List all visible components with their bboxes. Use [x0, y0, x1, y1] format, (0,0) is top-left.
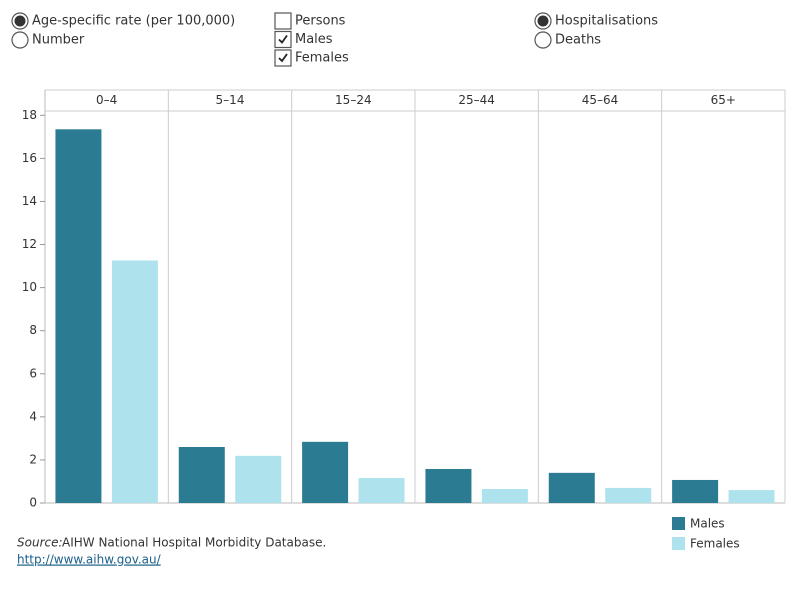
bar [548, 472, 595, 503]
y-tick-label: 6 [29, 366, 37, 380]
check-mark [278, 34, 288, 44]
bar [55, 129, 102, 504]
legend-label: Males [690, 517, 725, 531]
column-header: 0–4 [96, 93, 117, 107]
bar [728, 490, 775, 503]
radio-dot [537, 15, 549, 27]
checkbox[interactable] [274, 30, 292, 49]
checkbox[interactable] [274, 12, 292, 30]
column-header: 65+ [711, 93, 736, 107]
source-text: AIHW National Hospital Morbidity Databas… [62, 536, 326, 550]
source-label: Source: [17, 536, 63, 550]
radio-label[interactable]: Hospitalisations [555, 14, 658, 29]
y-tick-label: 0 [29, 496, 37, 510]
radio-label[interactable]: Number [32, 33, 85, 48]
bar [302, 441, 349, 503]
checkbox-label[interactable]: Males [295, 32, 333, 47]
check-mark [278, 53, 288, 63]
bar [358, 478, 405, 503]
y-tick-label: 10 [22, 280, 37, 294]
y-tick-label: 8 [29, 323, 37, 337]
bar [235, 455, 282, 503]
legend-label: Females [690, 537, 740, 551]
radio-button[interactable] [534, 31, 552, 49]
y-tick-label: 14 [22, 194, 37, 208]
bar [481, 489, 528, 503]
column-header: 15–24 [335, 93, 372, 107]
y-tick-label: 18 [22, 108, 37, 122]
radio-button[interactable] [11, 31, 29, 49]
bar [111, 260, 158, 503]
radio-dot [14, 15, 26, 27]
column-header: 5–14 [216, 93, 245, 107]
column-header: 45–64 [582, 93, 619, 107]
legend-swatch [672, 537, 685, 550]
y-tick-label: 16 [22, 151, 37, 165]
y-tick-label: 4 [29, 409, 37, 423]
bar [672, 479, 719, 503]
y-tick-label: 2 [29, 452, 37, 466]
checkbox[interactable] [274, 49, 292, 67]
source-link[interactable]: http://www.aihw.gov.au/ [17, 553, 162, 567]
checkbox-label[interactable]: Persons [295, 14, 346, 29]
radio-label[interactable]: Age-specific rate (per 100,000) [32, 14, 235, 29]
column-header: 25–44 [458, 93, 495, 107]
bar [178, 447, 225, 503]
legend-swatch [672, 517, 685, 530]
bar [425, 468, 472, 503]
bar [605, 487, 652, 503]
checkbox-label[interactable]: Females [295, 51, 349, 66]
radio-label[interactable]: Deaths [555, 33, 601, 48]
y-tick-label: 12 [22, 237, 37, 251]
